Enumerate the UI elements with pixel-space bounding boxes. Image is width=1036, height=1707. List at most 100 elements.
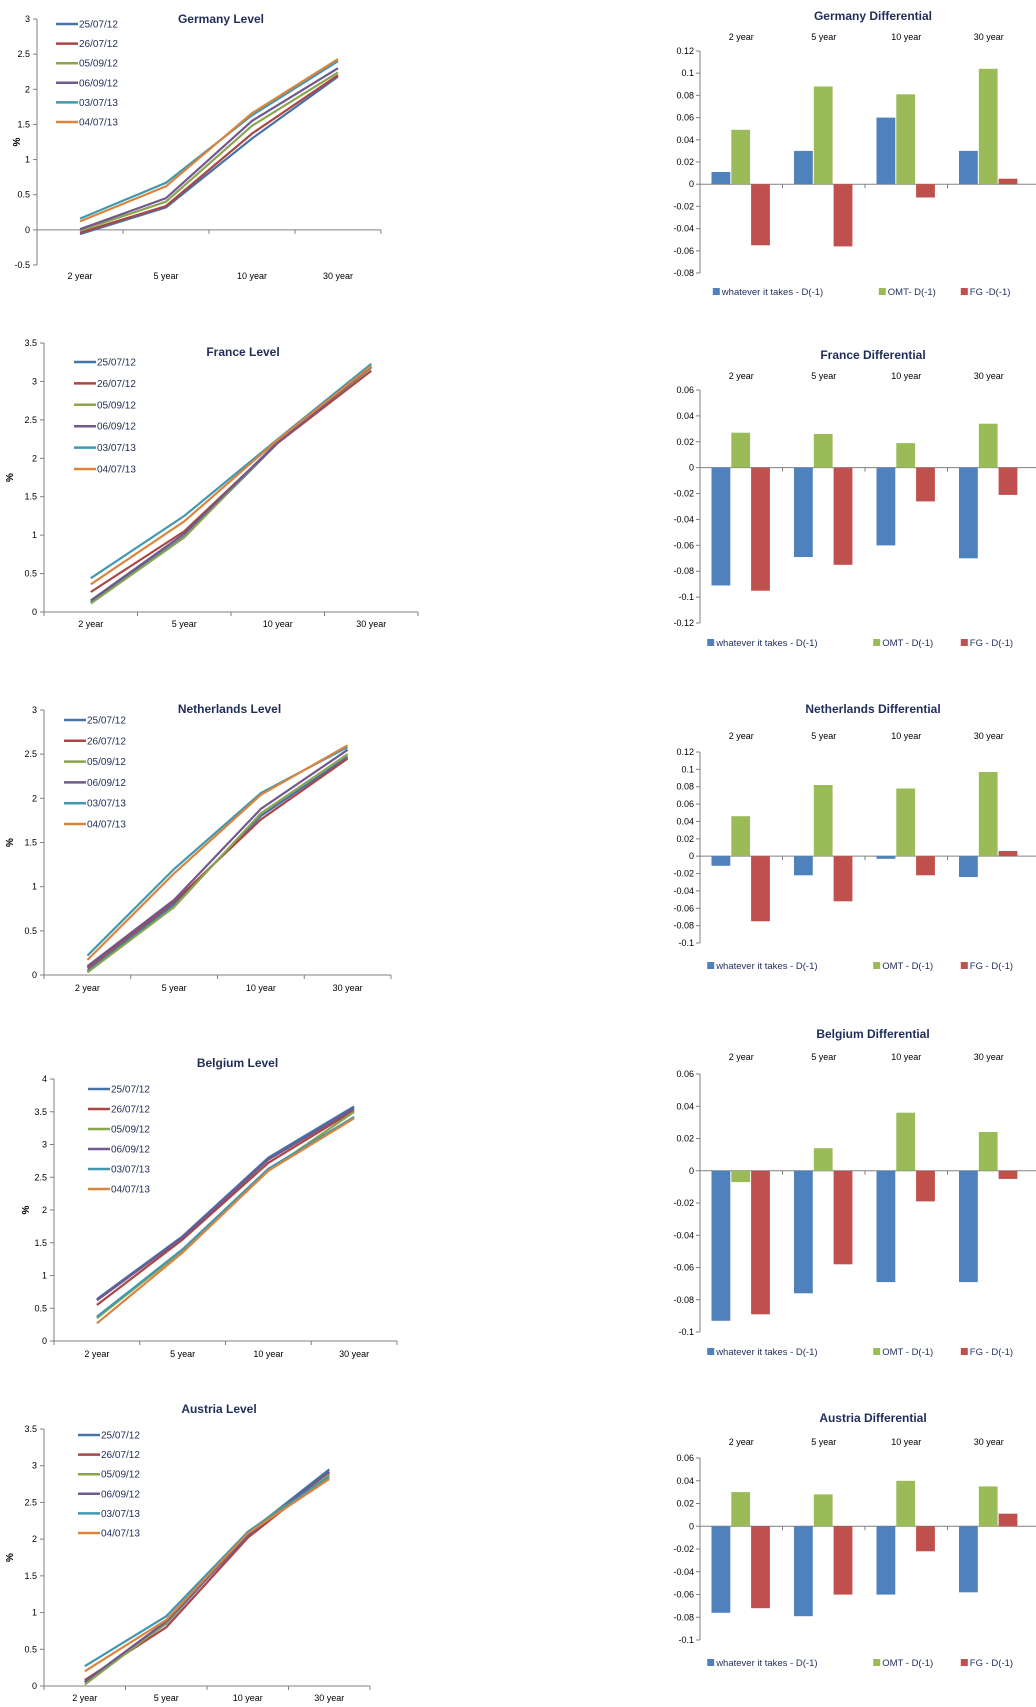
y-tick-label: -0.06 xyxy=(673,540,694,550)
bar xyxy=(711,856,731,866)
legend-label: 04/07/13 xyxy=(79,118,118,129)
bar xyxy=(998,1513,1018,1527)
bar xyxy=(711,172,731,185)
x-tick-label: 30 year xyxy=(974,731,1004,741)
legend-label: FG - D(-1) xyxy=(970,638,1013,649)
bar xyxy=(794,1526,813,1617)
bar xyxy=(711,1170,731,1321)
bar xyxy=(833,1170,853,1265)
y-tick-label: 0.04 xyxy=(676,1476,694,1486)
y-tick-label: 2 xyxy=(32,793,37,803)
legend-label: OMT - D(-1) xyxy=(882,961,933,972)
x-tick-label: 2 year xyxy=(75,983,100,993)
bar xyxy=(731,129,751,185)
legend-label: 05/09/12 xyxy=(79,59,118,70)
legend-label: 06/09/12 xyxy=(101,1489,140,1500)
legend-swatch xyxy=(873,1348,881,1355)
x-tick-label: 30 year xyxy=(974,371,1004,381)
y-tick-label: 2.5 xyxy=(24,415,37,425)
bar xyxy=(876,117,896,185)
y-tick-label: 0.06 xyxy=(676,799,694,809)
y-tick-label: -0.1 xyxy=(678,1327,694,1337)
legend-label: 25/07/12 xyxy=(111,1085,150,1096)
x-tick-label: 2 year xyxy=(84,1349,109,1359)
y-tick-label: 0 xyxy=(32,970,37,980)
x-tick-label: 10 year xyxy=(891,1052,921,1062)
y-tick-label: 2 xyxy=(32,453,37,463)
bar xyxy=(833,467,853,565)
bar xyxy=(794,856,813,876)
bar xyxy=(959,467,978,559)
y-tick-label: 0.5 xyxy=(24,1644,37,1654)
bar xyxy=(751,856,770,922)
y-tick-label: 3 xyxy=(32,376,37,386)
bar xyxy=(813,1494,833,1527)
x-tick-label: 10 year xyxy=(233,1693,263,1703)
bar xyxy=(916,856,935,876)
y-tick-label: 0.5 xyxy=(34,1303,47,1313)
y-tick-label: 0 xyxy=(32,1681,37,1691)
y-tick-label: -0.04 xyxy=(673,886,694,896)
y-tick-label: 1.5 xyxy=(17,119,30,129)
x-tick-label: 5 year xyxy=(154,1693,179,1703)
legend-label: 03/07/13 xyxy=(87,799,126,810)
y-tick-label: 0.02 xyxy=(676,437,694,447)
series-line-04/07/13 xyxy=(79,58,339,223)
chart-2-line: 0 0.5 1 1.5 2 2.5 3 3.5 2 year 5 year 10 year 30 ye… xyxy=(5,338,419,629)
y-tick-label: 2.5 xyxy=(24,1497,37,1507)
y-tick-label: 0.1 xyxy=(681,68,694,78)
bar xyxy=(998,467,1018,495)
y-tick-label: 3 xyxy=(42,1140,47,1150)
bar xyxy=(896,443,916,468)
y-tick-label: 2 xyxy=(32,1534,37,1544)
y-tick-label: 0.04 xyxy=(676,135,694,145)
x-tick-label: 5 year xyxy=(162,983,187,993)
series-line-25/07/12 xyxy=(79,75,339,236)
legend-label: 06/09/12 xyxy=(111,1145,150,1156)
y-tick-label: 0 xyxy=(32,607,37,617)
series-line-06/09/12 xyxy=(96,1107,355,1302)
y-tick-label: -0.12 xyxy=(673,618,694,628)
y-tick-label: 0 xyxy=(689,851,694,861)
y-tick-label: 0.5 xyxy=(24,569,37,579)
y-tick-label: 0.02 xyxy=(676,1134,694,1144)
series-line-06/09/12 xyxy=(90,365,372,602)
chart-title: Netherlands Level xyxy=(178,702,281,716)
y-tick-label: 1 xyxy=(32,882,37,892)
legend-label: 03/07/13 xyxy=(101,1509,140,1520)
bar xyxy=(978,68,998,185)
legend-swatch xyxy=(960,962,968,969)
bar xyxy=(731,1170,751,1183)
legend-label: whatever it takes - D(-1) xyxy=(715,1658,817,1669)
series-line-04/07/13 xyxy=(96,1117,355,1325)
legend-label: 05/09/12 xyxy=(111,1125,150,1136)
bar xyxy=(711,467,731,586)
legend-label: 26/07/12 xyxy=(87,736,126,747)
bar xyxy=(978,1132,998,1171)
y-tick-label: 0.04 xyxy=(676,411,694,421)
bar xyxy=(876,467,896,546)
series-line-26/07/12 xyxy=(96,1109,355,1306)
y-tick-label: 1.5 xyxy=(24,492,37,502)
y-tick-label: 0.06 xyxy=(676,113,694,123)
y-tick-label: 0 xyxy=(25,225,30,235)
chart-8-line: 0 0.5 1 1.5 2 2.5 3 3.5 2 year 5 year 10 year 30 ye… xyxy=(5,1402,371,1703)
bar xyxy=(998,1170,1018,1179)
bar xyxy=(896,94,916,185)
x-tick-label: 10 year xyxy=(253,1349,283,1359)
legend-swatch xyxy=(960,288,968,295)
y-tick-label: 1.5 xyxy=(24,1571,37,1581)
bar xyxy=(998,851,1018,857)
y-tick-label: 1.5 xyxy=(34,1238,47,1248)
legend-label: 04/07/13 xyxy=(87,820,126,831)
legend-label: whatever it takes - D(-1) xyxy=(721,287,823,298)
y-tick-label: 0.5 xyxy=(24,926,37,936)
y-tick-label: 3.5 xyxy=(34,1107,47,1117)
y-tick-label: 1 xyxy=(42,1271,47,1281)
legend-label: 06/09/12 xyxy=(97,422,136,433)
series-line-03/07/13 xyxy=(79,60,339,220)
legend-label: whatever it takes - D(-1) xyxy=(715,961,817,972)
bar xyxy=(731,1492,751,1527)
chart-3-bar: -0.12 -0.1 -0.08 -0.06 -0.04 -0.02 0 0.02 0.04 0.… xyxy=(673,348,1036,649)
legend-label: FG -D(-1) xyxy=(970,287,1011,298)
